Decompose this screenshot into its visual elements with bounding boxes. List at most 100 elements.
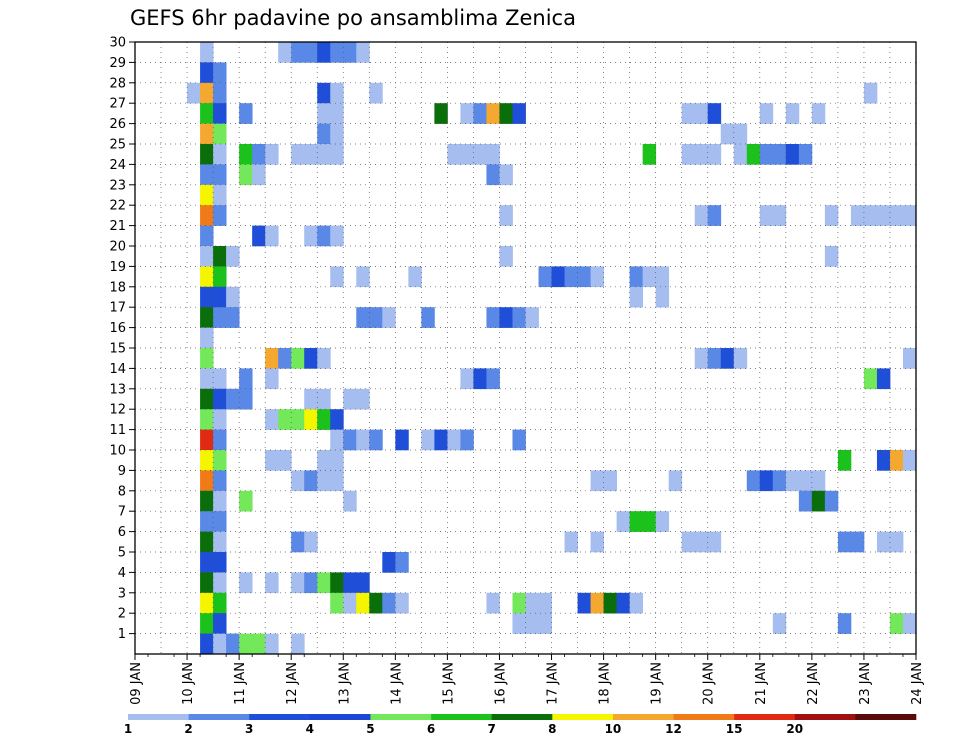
heatmap-cell [434,103,447,124]
heatmap-cell [499,246,512,267]
heatmap-cell [213,511,226,532]
heatmap-cell [682,103,695,124]
heatmap-cell [773,205,786,226]
heatmap-cell [539,613,552,634]
x-tick-label: 23 JAN [858,662,873,705]
heatmap-cell [734,348,747,369]
heatmap-cell [903,450,916,471]
heatmap-cell [486,307,499,328]
heatmap-cell [304,348,317,369]
heatmap-cell [356,430,369,451]
x-tick-label: 09 JAN [129,662,144,705]
heatmap-cell [330,103,343,124]
heatmap-cell [630,511,643,532]
heatmap-cell [330,42,343,63]
heatmap-cell [200,42,213,63]
heatmap-cell [226,389,239,410]
y-tick-label: 16 [109,321,126,336]
heatmap-cell [473,368,486,389]
heatmap-cell [721,348,734,369]
heatmap-cell [200,593,213,614]
heatmap-cell [265,368,278,389]
heatmap-cell [330,430,343,451]
heatmap-cell [213,491,226,512]
heatmap-cell [499,103,512,124]
heatmap-cell [330,409,343,430]
heatmap-cell [213,613,226,634]
heatmap-cell [890,205,903,226]
heatmap-cell [773,144,786,165]
heatmap-cell [604,470,617,491]
heatmap-cell [226,634,239,655]
heatmap-cell [708,348,721,369]
colorbar-swatch [128,714,189,720]
heatmap-cell [526,593,539,614]
y-tick-label: 10 [109,444,126,459]
heatmap-cell [200,226,213,247]
heatmap-cell [512,103,525,124]
heatmap-cell [369,430,382,451]
heatmap-cell [630,266,643,287]
heatmap-cell [213,307,226,328]
heatmap-cell [213,266,226,287]
y-tick-label: 1 [118,627,126,642]
heatmap-cell [617,593,630,614]
heatmap-cell [408,266,421,287]
heatmap-cell [200,266,213,287]
heatmap-cell [708,103,721,124]
heatmap-cell [304,226,317,247]
heatmap-cell [890,532,903,553]
heatmap-chart: 1234567891011121314151617181920212223242… [0,0,960,742]
heatmap-cell [395,430,408,451]
heatmap-cell [304,144,317,165]
heatmap-cell [213,185,226,206]
y-tick-label: 17 [109,301,126,316]
heatmap-cell [630,593,643,614]
x-tick-label: 21 JAN [754,662,769,705]
heatmap-cell [239,103,252,124]
heatmap-cell [200,491,213,512]
heatmap-cell [356,266,369,287]
x-tick-label: 14 JAN [389,662,404,705]
x-tick-label: 16 JAN [493,662,508,705]
y-tick-label: 28 [109,76,126,91]
heatmap-cell [539,266,552,287]
y-tick-label: 18 [109,280,126,295]
heatmap-cell [265,634,278,655]
heatmap-cell [643,511,656,532]
heatmap-cell [317,144,330,165]
heatmap-cell [838,532,851,553]
x-axis: 09 JAN 10 JAN 11 JAN 12 JAN 13 JAN 14 JAN 15 J… [129,654,925,705]
heatmap-cell [187,83,200,104]
heatmap-cell [304,42,317,63]
heatmap-cell [265,226,278,247]
heatmap-cell [799,144,812,165]
heatmap-cell [200,634,213,655]
heatmap-cell [434,430,447,451]
heatmap-cell [382,307,395,328]
colorbar-swatch [189,714,250,720]
heatmap-cell [252,144,265,165]
heatmap-cell [760,205,773,226]
heatmap-cell [695,348,708,369]
x-tick-label: 11 JAN [233,662,248,705]
heatmap-cell [486,164,499,185]
heatmap-cell [356,572,369,593]
colorbar-label: 4 [306,722,314,736]
y-tick-label: 3 [118,586,126,601]
heatmap-cell [213,287,226,308]
heatmap-cell [812,103,825,124]
heatmap-cell [317,42,330,63]
heatmap-cell [682,532,695,553]
heatmap-cell [317,409,330,430]
heatmap-cell [200,368,213,389]
heatmap-cell [213,409,226,430]
heatmap-cell [447,430,460,451]
heatmap-cell [278,348,291,369]
heatmap-cell [526,307,539,328]
colorbar-swatch [795,714,856,720]
y-tick-label: 29 [109,56,126,71]
heatmap-cell [447,144,460,165]
heatmap-cell [395,552,408,573]
heatmap-cell [226,307,239,328]
